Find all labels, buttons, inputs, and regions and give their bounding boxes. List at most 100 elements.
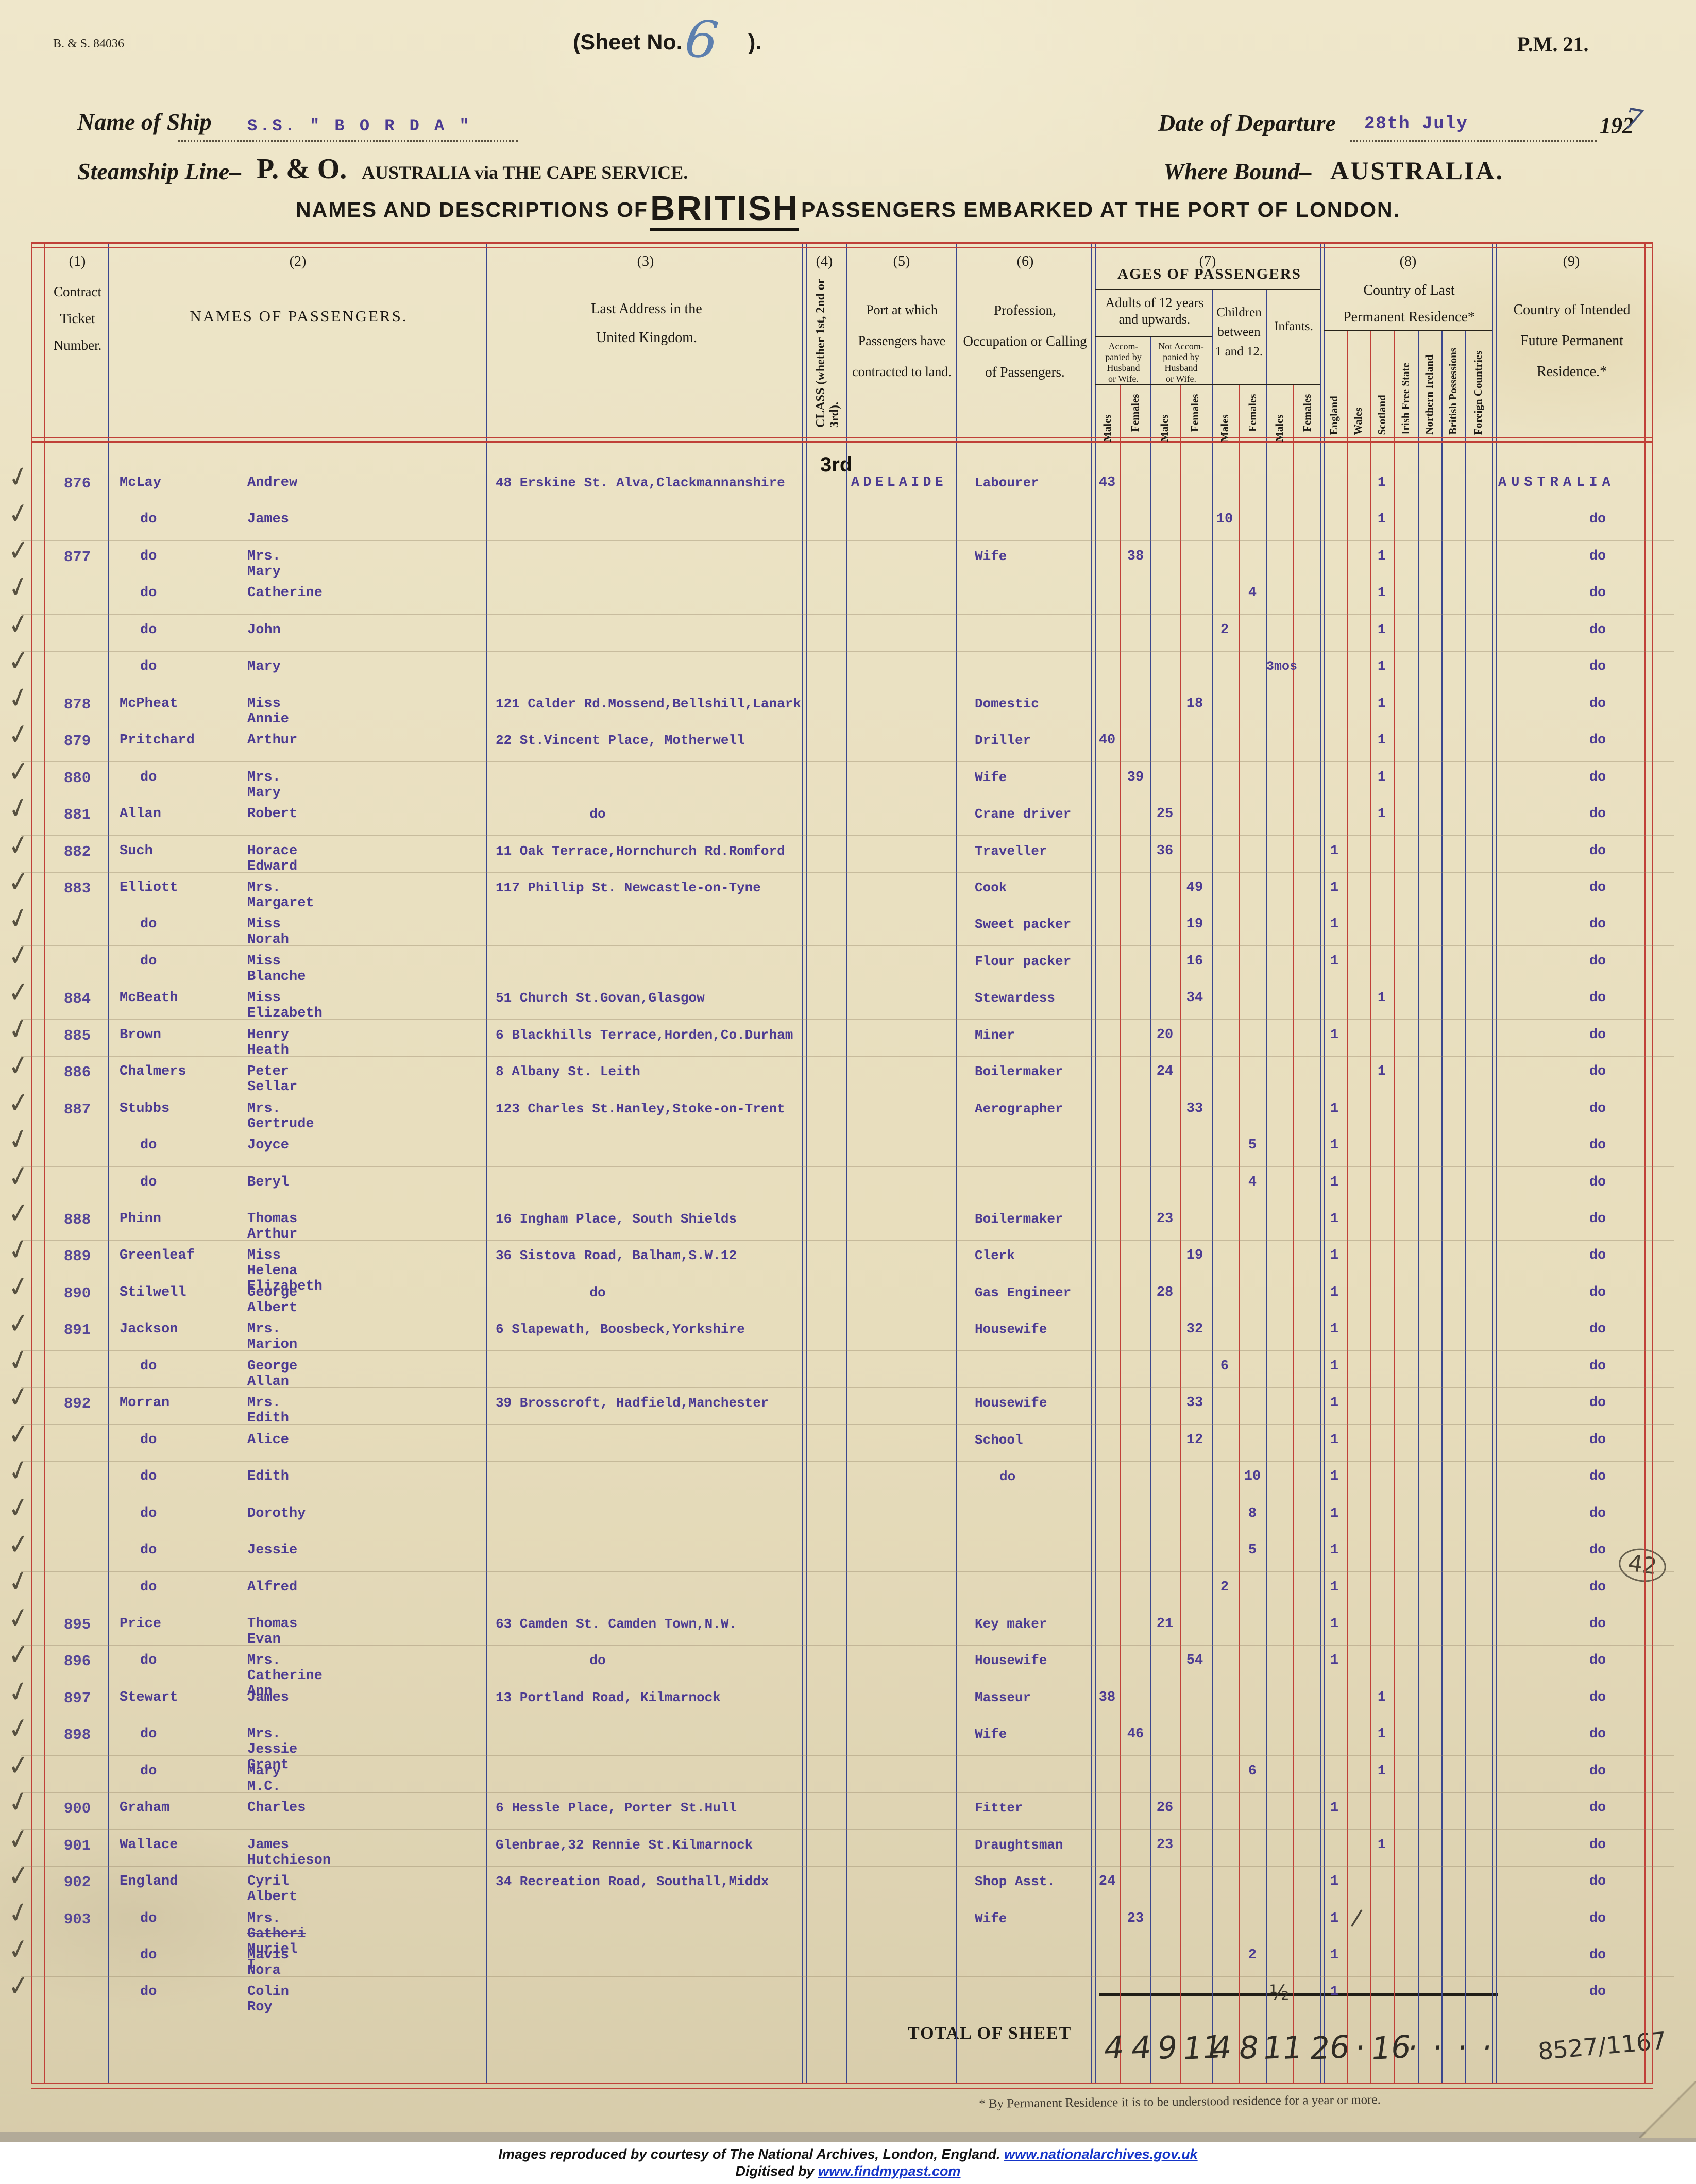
ticket-number-cell: 879	[63, 733, 91, 750]
occupation-cell: Labourer	[975, 475, 1039, 490]
age-cell: 19	[1186, 917, 1203, 932]
surname-cell: do	[140, 512, 157, 527]
destination-cell: do	[1589, 1764, 1606, 1779]
forename-cell: Jessie	[247, 1543, 298, 1558]
grid-hline	[21, 1571, 1674, 1572]
forename-cell: Mrs. Mary	[247, 549, 281, 580]
national-archives-link[interactable]: www.nationalarchives.gov.uk	[1004, 2146, 1198, 2162]
forename-cell: Mrs. Gertrude	[247, 1101, 314, 1132]
where-bound-label: Where Bound–	[1163, 158, 1312, 184]
age-cell: 39	[1127, 770, 1144, 785]
surname-cell: do	[140, 1984, 157, 2000]
col2-header: NAMES OF PASSENGERS.	[190, 307, 408, 325]
title-suffix: PASSENGERS EMBARKED AT THE PORT OF LONDO…	[801, 198, 1400, 222]
total-value: 4	[1130, 2029, 1152, 2067]
col-number: (1)	[69, 253, 86, 269]
grid-vline	[1120, 385, 1121, 2083]
ticket-number-cell: 890	[63, 1285, 91, 1302]
address-cell: Glenbrae,32 Rennie St.Kilmarnock	[496, 1837, 753, 1853]
residence-mark-cell: 1	[1330, 1469, 1339, 1484]
grid-vline	[956, 242, 957, 2083]
surname-cell: do	[140, 659, 157, 674]
forename-cell: Edith	[247, 1469, 290, 1484]
residence-col-label: Scotland	[1376, 394, 1388, 435]
findmypast-link[interactable]: www.findmypast.com	[818, 2163, 961, 2179]
grid-vline	[1394, 331, 1395, 2083]
occupation-cell: Wife	[975, 770, 1007, 785]
header-line: Husband	[1164, 363, 1198, 373]
header-line: Number.	[53, 337, 102, 353]
total-value: 4	[1103, 2029, 1125, 2067]
row-checkmark: ✓	[5, 1011, 32, 1048]
surname-cell: Chalmers	[120, 1064, 186, 1079]
surname-cell: Phinn	[120, 1211, 162, 1227]
port-cell: ADELAIDE	[851, 475, 947, 490]
age-cell: 12	[1186, 1432, 1203, 1448]
row-checkmark: ✓	[7, 644, 30, 679]
year-handwritten: 7	[1621, 101, 1646, 138]
residence-mark-cell: 1	[1377, 659, 1386, 674]
header-line: Husband	[1107, 363, 1140, 373]
residence-col-label: England	[1328, 396, 1340, 435]
col7-title: AGES OF PASSENGERS	[1117, 266, 1301, 282]
header-line: Children	[1216, 306, 1262, 319]
row-checkmark: ✓	[7, 1527, 30, 1562]
surname-cell: Stilwell	[120, 1285, 186, 1300]
header-line: Not Accom-	[1158, 341, 1204, 351]
destination-cell: do	[1589, 806, 1606, 822]
ticket-number-cell: 881	[63, 806, 91, 823]
residence-mark-cell: 1	[1330, 1543, 1339, 1558]
destination-cell: do	[1589, 1285, 1606, 1300]
ticket-number-cell: 900	[63, 1800, 91, 1817]
residence-mark-cell: 1	[1330, 1984, 1339, 2000]
grid-hline	[21, 1240, 1674, 1241]
surname-cell: Stewart	[120, 1690, 178, 1705]
not-accompanied-header: Not Accom-panied by Husband or Wife.	[1150, 341, 1212, 384]
age-cell: 40	[1098, 733, 1116, 748]
row-checkmark: ✓	[6, 1490, 31, 1526]
surname-cell: do	[140, 1726, 157, 1742]
residence-mark-cell: 1	[1330, 1616, 1339, 1632]
title-prefix: NAMES AND DESCRIPTIONS OF	[296, 198, 649, 222]
forename-cell: Mary M.C.	[247, 1764, 281, 1794]
occupation-cell: Fitter	[975, 1800, 1023, 1816]
surname-cell: do	[140, 1911, 157, 1926]
circled-page-number: 42	[1616, 1545, 1669, 1585]
forename-cell: Joyce	[247, 1138, 290, 1153]
forename-cell: Catherine	[247, 585, 323, 601]
residence-mark-cell: 1	[1377, 512, 1386, 527]
age-cell: 4	[1248, 585, 1257, 601]
surname-cell: England	[120, 1874, 178, 1889]
forename-cell: Mary	[247, 659, 281, 674]
adults-header: Adults of 12 years and upwards.	[1097, 295, 1212, 328]
residence-mark-cell: 1	[1330, 1874, 1339, 1889]
paper-corner-fold	[1639, 2081, 1696, 2138]
grid-vline	[1091, 242, 1092, 2083]
header-line: panied by	[1105, 352, 1142, 362]
header-line: Adults of 12 years	[1105, 295, 1204, 310]
surname-cell: Morran	[120, 1395, 170, 1411]
ticket-number-cell: 880	[63, 770, 91, 787]
age-cell: 28	[1156, 1285, 1174, 1300]
age-cell: 46	[1127, 1726, 1144, 1742]
grid-hline	[1324, 330, 1492, 331]
ticket-number-cell: 891	[63, 1322, 91, 1339]
destination-cell: do	[1589, 1800, 1606, 1816]
row-checkmark: ✓	[5, 900, 32, 937]
forename-cell: Horace Edward	[247, 843, 298, 874]
grid-vline	[1239, 385, 1240, 2083]
surname-cell: do	[140, 1543, 157, 1558]
age-cell: 23	[1156, 1211, 1174, 1227]
surname-cell: Stubbs	[120, 1101, 170, 1116]
header-line: Profession,	[994, 302, 1056, 318]
age-cell: 23	[1156, 1837, 1174, 1853]
ticket-number-cell: 902	[63, 1874, 91, 1891]
forename-cell: Alfred	[247, 1580, 298, 1595]
destination-cell: do	[1589, 1469, 1606, 1484]
header-line: Residence.*	[1536, 364, 1607, 380]
residence-mark-cell: 1	[1330, 1322, 1339, 1337]
age-cell: 36	[1156, 843, 1174, 859]
surname-cell: Brown	[120, 1027, 162, 1043]
col3-header: Last Address in the United Kingdom.	[495, 295, 799, 352]
grid-vline	[1370, 331, 1371, 2083]
